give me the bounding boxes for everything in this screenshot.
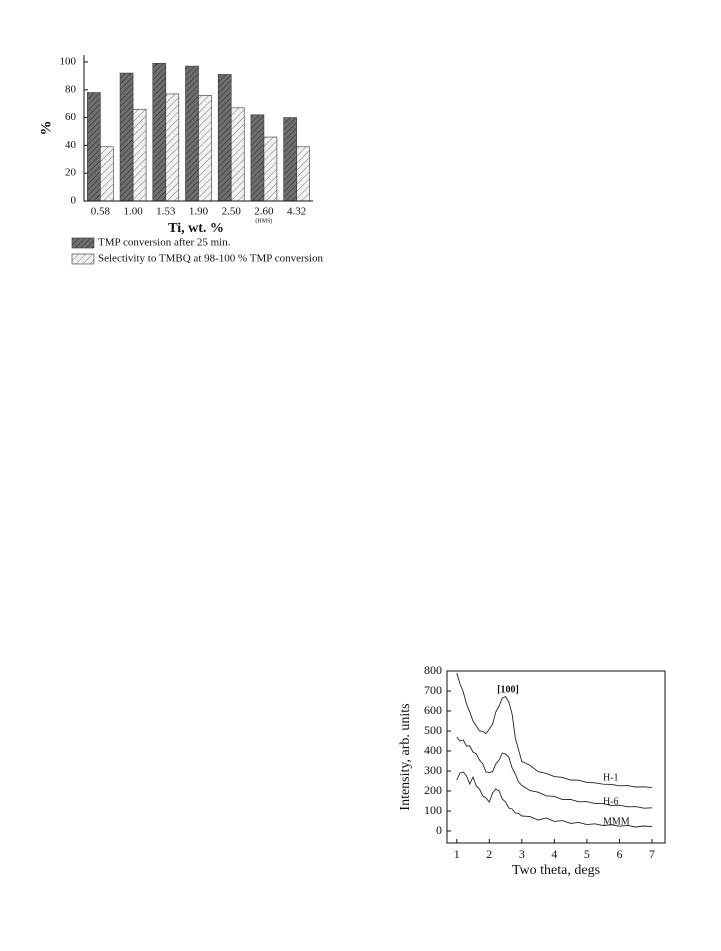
series-label: H-1: [603, 772, 619, 783]
legend-label: Selectivity to TMBQ at 98-100 % TMP conv…: [98, 253, 323, 265]
bar: [230, 107, 245, 202]
y-tick-label: 40: [65, 139, 77, 151]
series-label: H-6: [603, 796, 619, 807]
y-tick-label: 400: [424, 743, 442, 757]
y-tick-label: 700: [424, 683, 442, 697]
bar: [119, 72, 134, 202]
y-axis-label: Intensity, arb. units: [398, 703, 413, 810]
series-line: [456, 736, 653, 809]
bar: [217, 74, 232, 202]
bar: [132, 108, 147, 202]
bar: [250, 114, 265, 202]
bar: [185, 65, 199, 202]
y-tick-label: 500: [424, 723, 442, 737]
x-tick-label: 1.53: [156, 206, 176, 218]
y-tick-label: 300: [424, 763, 442, 777]
x-tick-label: 1: [454, 847, 460, 861]
x-tick-label: 1.00: [123, 206, 143, 218]
x-tick-label: 2.60: [254, 206, 274, 218]
x-tick-label: 4.32: [287, 206, 306, 218]
bar: [263, 136, 278, 202]
bar: [165, 93, 180, 202]
series-line: [456, 771, 653, 828]
y-tick-label: 0: [71, 195, 77, 207]
legend-label: TMP conversion after 25 min.: [98, 237, 231, 249]
y-tick-label: 100: [424, 803, 442, 817]
series-label: MMM: [603, 816, 630, 827]
bar: [198, 95, 212, 202]
bar: [87, 92, 101, 202]
series-line: [456, 672, 653, 789]
annotation: [100]: [497, 684, 519, 695]
legend-swatch: [71, 237, 95, 249]
y-tick-label: 20: [65, 167, 77, 179]
y-tick-label: 800: [424, 663, 442, 677]
x-tick-label: 1.90: [189, 206, 209, 218]
x-axis-label: Ti, wt. %: [168, 221, 224, 236]
y-tick-label: 600: [424, 703, 442, 717]
x-tick-label: 3: [519, 847, 525, 861]
bar: [296, 146, 310, 202]
y-axis-label: %: [38, 121, 54, 136]
axes: [83, 55, 313, 202]
legend-swatch: [71, 253, 95, 265]
y-tick-label: 80: [65, 83, 77, 95]
x-tick-label: 7: [649, 847, 655, 861]
x-tick-label: 5: [584, 847, 590, 861]
y-tick-label: 0: [436, 823, 442, 837]
y-tick-label: 100: [60, 55, 77, 67]
x-tick-label: 2: [486, 847, 492, 861]
y-tick-label: 200: [424, 783, 442, 797]
plot-frame: [446, 670, 666, 844]
bar: [283, 117, 297, 202]
x-tick-label: 2.50: [222, 206, 242, 218]
bar: [100, 146, 114, 202]
bar: [152, 63, 167, 202]
x-tick-label: 4: [551, 847, 557, 861]
x-tick-label: 0.58: [91, 206, 111, 218]
x-axis-label: Two theta, degs: [512, 863, 600, 878]
y-tick-label: 60: [65, 111, 77, 123]
x-tick-label: 6: [616, 847, 622, 861]
x-tick-note: (HMS): [255, 217, 272, 224]
